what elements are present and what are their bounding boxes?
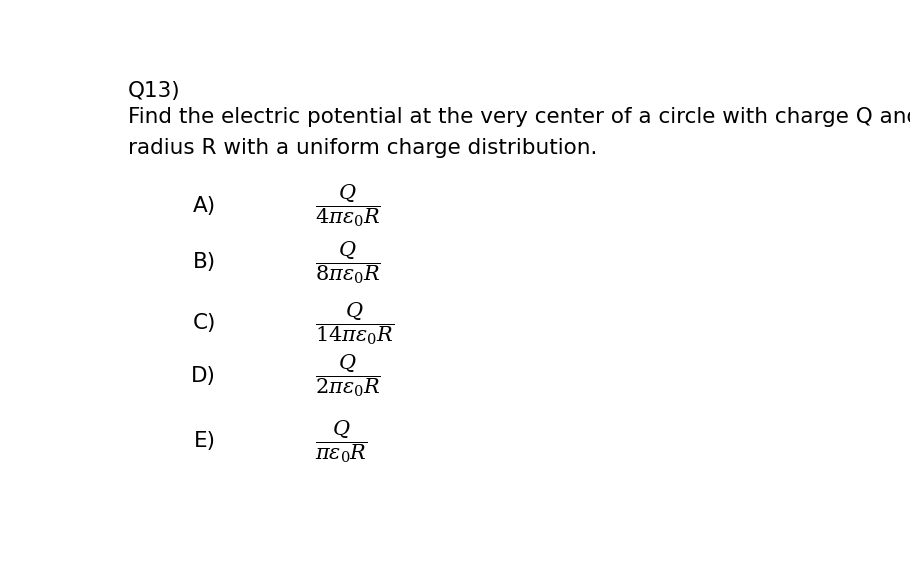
Text: Find the electric potential at the very center of a circle with charge Q and: Find the electric potential at the very … — [127, 107, 910, 128]
Text: B): B) — [193, 252, 216, 272]
Text: Q13): Q13) — [127, 81, 180, 101]
Text: D): D) — [191, 366, 216, 386]
Text: $\dfrac{Q}{2\pi\varepsilon_0 R}$: $\dfrac{Q}{2\pi\varepsilon_0 R}$ — [315, 353, 380, 399]
Text: $\dfrac{Q}{\pi\varepsilon_0 R}$: $\dfrac{Q}{\pi\varepsilon_0 R}$ — [315, 418, 368, 465]
Text: $\dfrac{Q}{4\pi\varepsilon_0 R}$: $\dfrac{Q}{4\pi\varepsilon_0 R}$ — [315, 182, 380, 229]
Text: $\dfrac{Q}{14\pi\varepsilon_0 R}$: $\dfrac{Q}{14\pi\varepsilon_0 R}$ — [315, 300, 394, 347]
Text: A): A) — [193, 196, 216, 215]
Text: $\dfrac{Q}{8\pi\varepsilon_0 R}$: $\dfrac{Q}{8\pi\varepsilon_0 R}$ — [315, 239, 380, 286]
Text: E): E) — [194, 431, 216, 451]
Text: radius R with a uniform charge distribution.: radius R with a uniform charge distribut… — [127, 138, 597, 158]
Text: C): C) — [193, 314, 216, 333]
